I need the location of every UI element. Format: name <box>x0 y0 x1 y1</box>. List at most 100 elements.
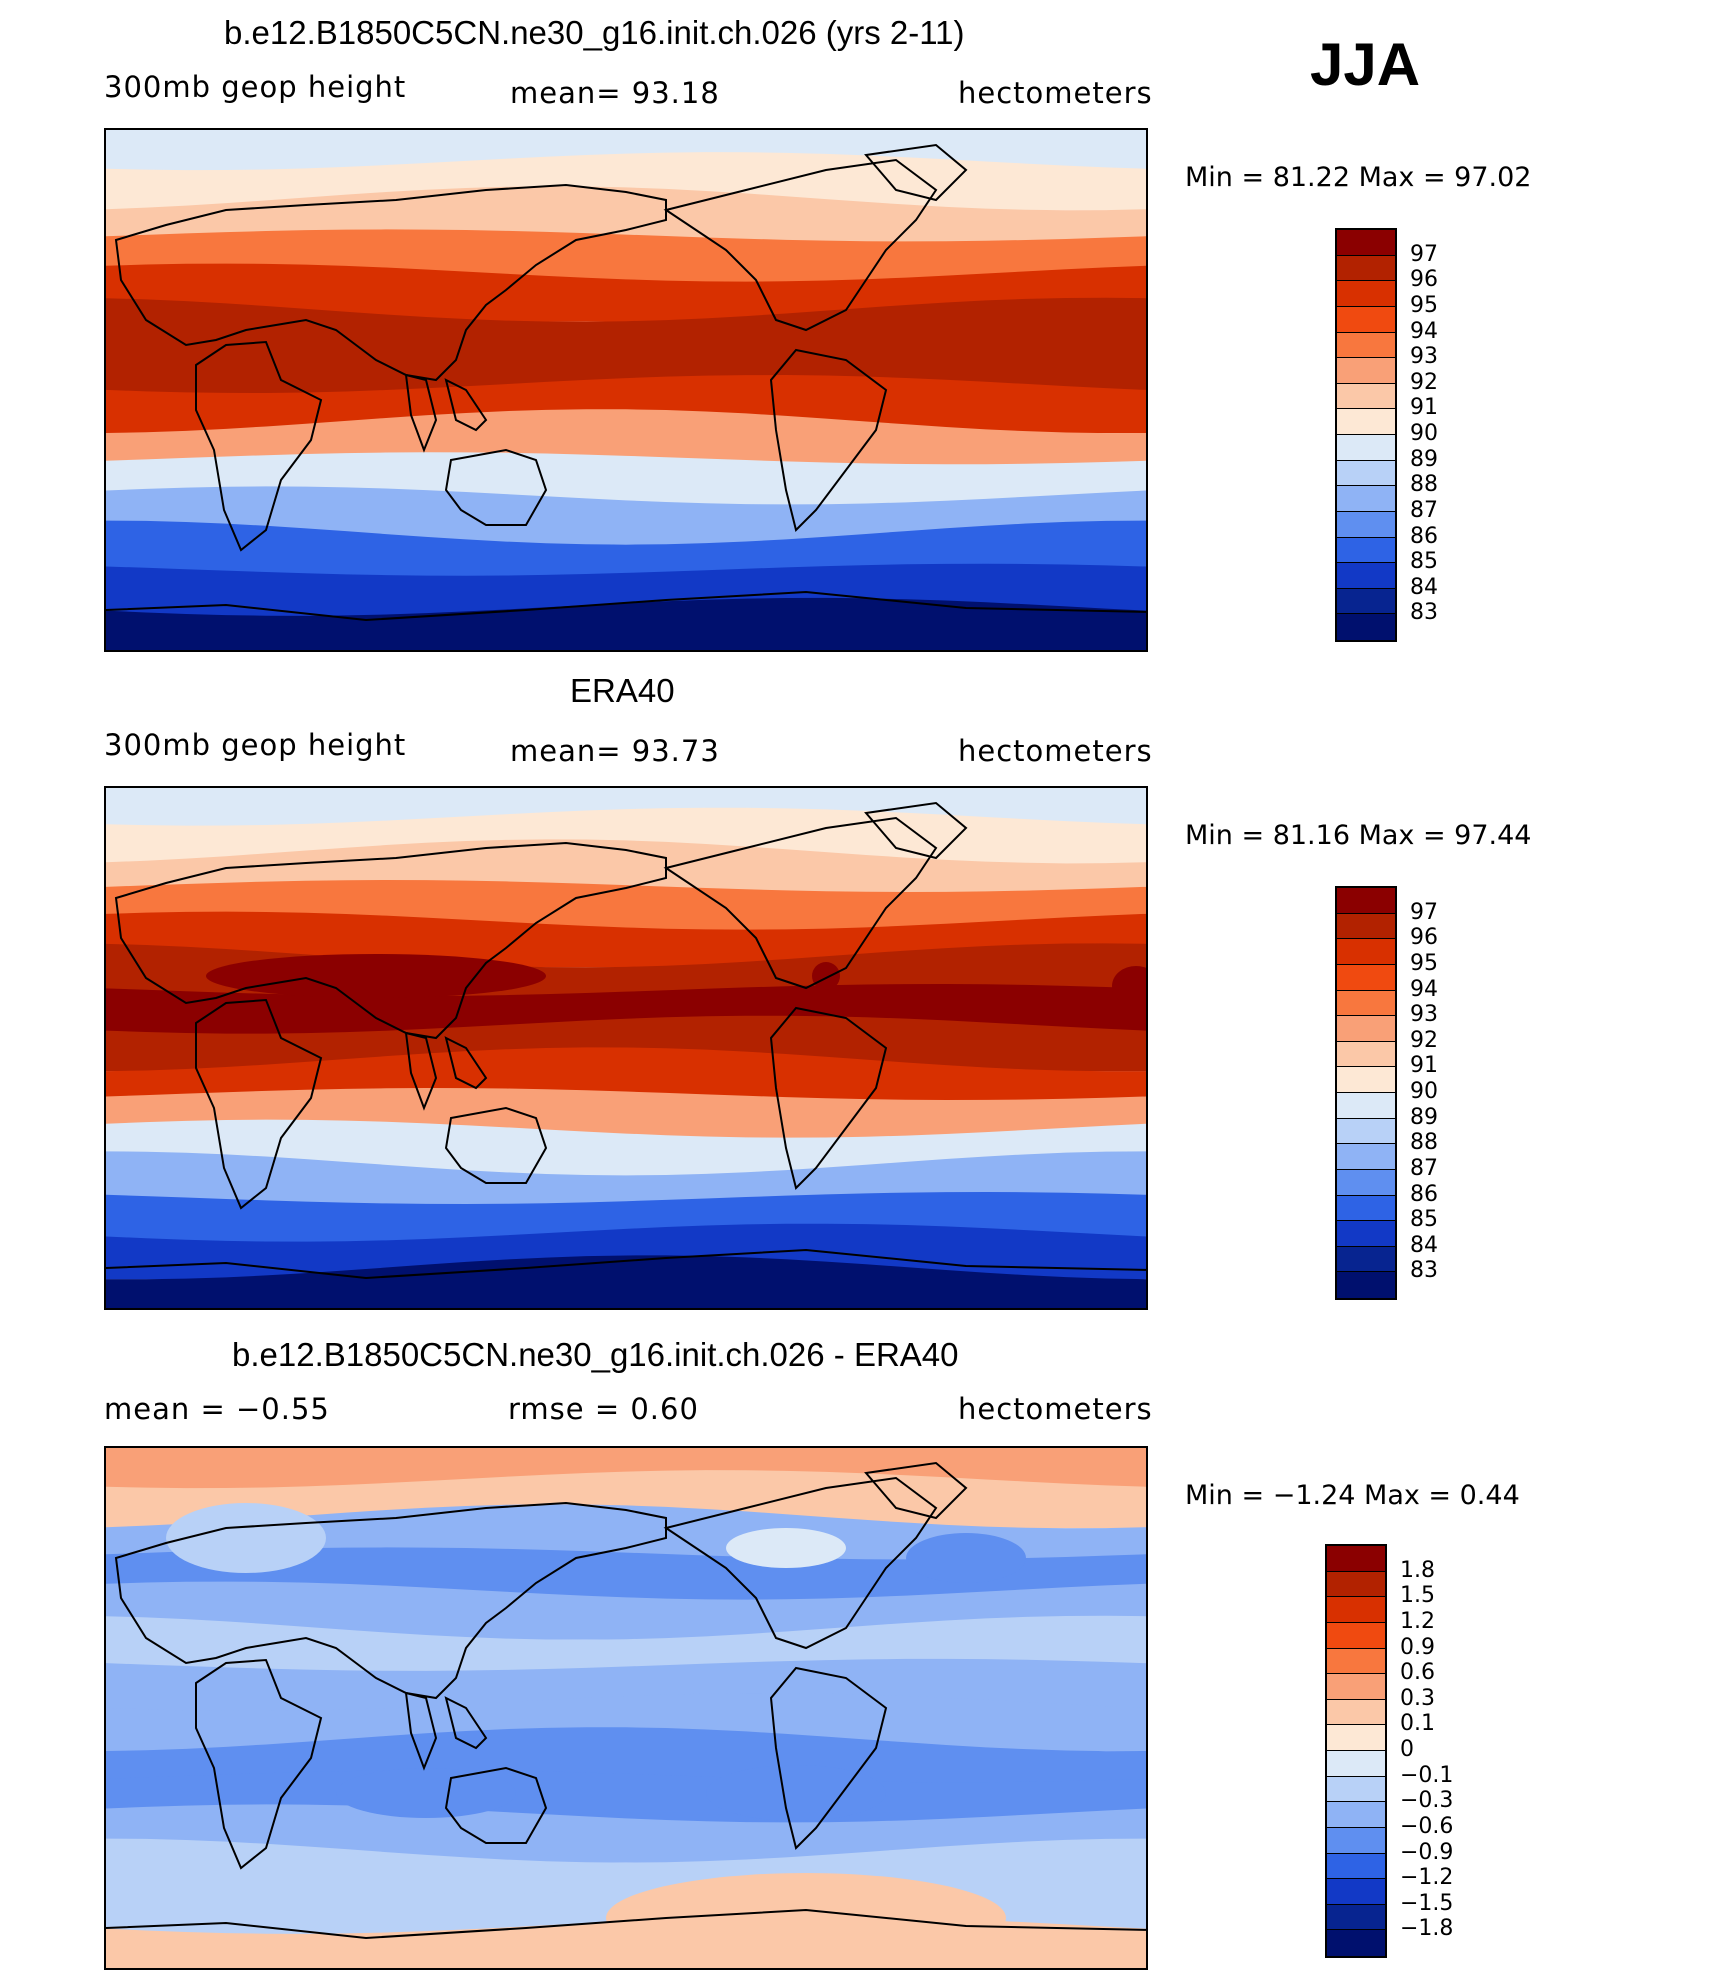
panel-3-rmse-label: rmse = 0.60 <box>508 1392 699 1426</box>
colorbar-swatch <box>1327 1776 1385 1803</box>
colorbar-label: 1.8 <box>1400 1557 1435 1583</box>
panel-2-variable-label: 300mb geop height <box>104 728 407 762</box>
colorbar-swatch <box>1327 1674 1385 1700</box>
coastline <box>444 1766 548 1844</box>
coastline <box>663 816 938 990</box>
coastline <box>444 1696 488 1750</box>
colorbar-swatch <box>1327 1699 1385 1726</box>
coastline <box>114 183 667 382</box>
panel-3-units-label: hectometers <box>958 1392 1153 1426</box>
panel-2-units-label: hectometers <box>958 734 1153 768</box>
colorbar-swatch <box>1337 1093 1395 1119</box>
panel-1-map <box>104 128 1148 652</box>
colorbar-label: 93 <box>1410 1002 1438 1028</box>
colorbar-swatch <box>1337 1272 1395 1298</box>
colorbar-swatch <box>1327 1802 1385 1828</box>
colorbar-swatch <box>1327 1725 1385 1751</box>
anomaly-region <box>166 1503 326 1573</box>
colorbar-swatch <box>1327 1904 1385 1931</box>
colorbar-label: −1.2 <box>1400 1865 1454 1891</box>
panel-3-mean-label: mean = −0.55 <box>104 1392 330 1426</box>
colorbar-swatch <box>1327 1930 1385 1956</box>
colorbar-label: 86 <box>1410 1181 1438 1207</box>
colorbar-label: 94 <box>1410 976 1438 1002</box>
colorbar-swatch <box>1337 614 1395 640</box>
coastline <box>106 1908 1146 1940</box>
colorbar-label: 95 <box>1410 292 1438 318</box>
coastline <box>769 1666 888 1850</box>
colorbar-label: 0 <box>1400 1737 1414 1762</box>
anomaly-region <box>706 1765 886 1821</box>
colorbar-swatch <box>1337 1041 1395 1068</box>
colorbar-swatch <box>1337 281 1395 307</box>
contour-max <box>206 954 546 998</box>
coastline <box>769 1006 888 1190</box>
contour-band <box>106 1015 1146 1072</box>
contour-band <box>106 486 1146 545</box>
panel-1-variable-label: 300mb geop height <box>104 70 407 104</box>
panel-2-colorbar-labels: 97 96 95 94 93 92 91 90 89 88 87 86 85 84 83 <box>1410 886 1490 1300</box>
colorbar-swatch <box>1327 1546 1385 1572</box>
colorbar-label: 0.1 <box>1400 1711 1435 1737</box>
colorbar-label: 92 <box>1410 369 1438 395</box>
panel-3-minmax: Min = −1.24 Max = 0.44 <box>1185 1480 1520 1511</box>
colorbar-swatch <box>1327 1879 1385 1905</box>
colorbar-swatch <box>1337 1016 1395 1042</box>
colorbar-swatch <box>1327 1622 1385 1649</box>
contour-max <box>1112 966 1146 1006</box>
contour-band <box>106 1119 1146 1176</box>
colorbar-swatch <box>1337 913 1395 940</box>
colorbar-label: 96 <box>1410 925 1438 951</box>
colorbar-swatch <box>1337 990 1395 1017</box>
colorbar-label: 88 <box>1410 1130 1438 1156</box>
colorbar-swatch <box>1337 1169 1395 1196</box>
panel-3-title: b.e12.B1850C5CN.ne30_g16.init.ch.026 - E… <box>232 1336 959 1373</box>
colorbar-label: 91 <box>1410 1053 1438 1079</box>
colorbar-swatch <box>1327 1597 1385 1623</box>
colorbar-label: 87 <box>1410 1155 1438 1181</box>
panel-2-map <box>104 786 1148 1310</box>
colorbar-label: −1.5 <box>1400 1890 1454 1916</box>
coastline <box>444 1106 548 1184</box>
colorbar-swatch <box>1337 230 1395 256</box>
map-field <box>106 1448 1146 1968</box>
colorbar-swatch <box>1337 358 1395 384</box>
anomaly-region <box>336 1768 516 1818</box>
colorbar-label: 92 <box>1410 1027 1438 1053</box>
colorbar-label: 84 <box>1410 1232 1438 1258</box>
season-label: JJA <box>1310 31 1421 98</box>
coastline <box>106 590 1146 622</box>
coastline <box>106 1248 1146 1280</box>
colorbar-label: 85 <box>1410 1207 1438 1233</box>
colorbar-label: 1.2 <box>1400 1608 1435 1634</box>
colorbar-swatch <box>1337 563 1395 589</box>
panel-3-map <box>104 1446 1148 1970</box>
coastline <box>864 801 968 860</box>
colorbar-swatch <box>1337 409 1395 435</box>
coastline <box>444 1036 488 1090</box>
coastline <box>444 378 488 432</box>
panel-1-minmax: Min = 81.22 Max = 97.02 <box>1185 162 1532 193</box>
colorbar-swatch <box>1337 537 1395 564</box>
colorbar-label: 86 <box>1410 523 1438 549</box>
colorbar-swatch <box>1337 435 1395 461</box>
coastline <box>195 340 323 552</box>
colorbar-swatch <box>1337 383 1395 410</box>
panel-2-mean-label: mean= 93.73 <box>510 734 720 768</box>
colorbar-swatch <box>1337 1195 1395 1222</box>
colorbar-swatch <box>1337 486 1395 512</box>
contour-band <box>106 1223 1146 1280</box>
colorbar-label: 0.3 <box>1400 1685 1435 1711</box>
colorbar-label: 90 <box>1410 421 1438 446</box>
colorbar-label: −1.8 <box>1400 1916 1454 1942</box>
colorbar-label: 95 <box>1410 950 1438 976</box>
panel-1-title: b.e12.B1850C5CN.ne30_g16.init.ch.026 (yr… <box>224 14 965 51</box>
panel-2-minmax: Min = 81.16 Max = 97.44 <box>1185 820 1532 851</box>
coastline <box>404 1031 438 1111</box>
coastline <box>444 448 548 526</box>
colorbar-swatch <box>1337 332 1395 359</box>
colorbar-swatch <box>1337 1246 1395 1273</box>
colorbar-label: 83 <box>1410 1258 1438 1284</box>
panel-1-units-label: hectometers <box>958 76 1153 110</box>
colorbar-label: −0.1 <box>1400 1762 1454 1788</box>
